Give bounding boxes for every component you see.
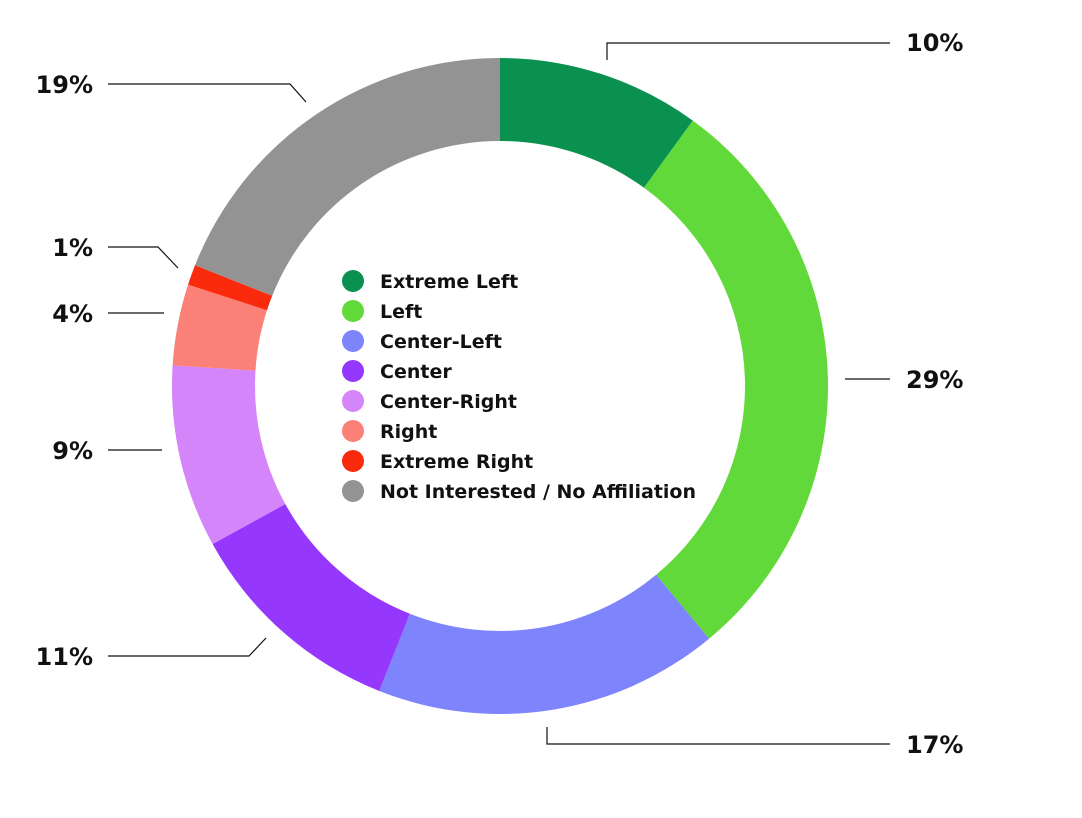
- leader-line-not-interested-no-affiliation: [108, 83, 307, 103]
- percent-label-extreme-left: 10%: [906, 29, 963, 57]
- slice-center: [212, 504, 410, 691]
- percent-label-not-interested-no-affiliation: 19%: [36, 71, 93, 99]
- leader-line-extreme-right: [108, 246, 179, 269]
- legend-swatch-center: [342, 360, 364, 382]
- percent-label-center: 11%: [36, 643, 93, 671]
- percent-labels: 10% 29% 17% 11% 9% 4% 1% 19%: [36, 29, 964, 759]
- legend-label-not-interested-no-affiliation: Not Interested / No Affiliation: [380, 481, 696, 503]
- legend-label-center-left: Center-Left: [380, 331, 502, 353]
- leader-line-extreme-left: [606, 42, 890, 60]
- slice-not-interested-no-affiliation: [195, 58, 500, 296]
- percent-label-right: 4%: [52, 300, 93, 328]
- legend-label-left: Left: [380, 301, 422, 323]
- legend-swatch-center-right: [342, 390, 364, 412]
- legend-label-center: Center: [380, 361, 452, 383]
- percent-label-extreme-right: 1%: [52, 234, 93, 262]
- leader-line-center: [108, 637, 267, 657]
- legend-swatch-right: [342, 420, 364, 442]
- leader-line-center-left: [546, 727, 890, 745]
- legend-label-extreme-right: Extreme Right: [380, 451, 533, 473]
- slice-center-left: [379, 574, 710, 714]
- legend-swatch-left: [342, 300, 364, 322]
- slice-right: [172, 284, 267, 371]
- legend-swatch-extreme-left: [342, 270, 364, 292]
- donut-slices: [172, 58, 828, 714]
- percent-label-left: 29%: [906, 366, 963, 394]
- legend: Extreme Left Left Center-Left Center Center-…: [342, 270, 696, 503]
- slice-extreme-right: [188, 265, 273, 311]
- percent-label-center-left: 17%: [906, 731, 963, 759]
- percent-label-center-right: 9%: [52, 437, 93, 465]
- legend-label-right: Right: [380, 421, 437, 443]
- slice-extreme-left: [500, 58, 693, 188]
- legend-swatch-not-interested-no-affiliation: [342, 480, 364, 502]
- slice-left: [644, 120, 828, 639]
- slice-center-right: [172, 365, 286, 545]
- legend-label-center-right: Center-Right: [380, 391, 517, 413]
- legend-swatch-center-left: [342, 330, 364, 352]
- legend-label-extreme-left: Extreme Left: [380, 271, 518, 293]
- leader-lines: [108, 42, 890, 745]
- legend-swatch-extreme-right: [342, 450, 364, 472]
